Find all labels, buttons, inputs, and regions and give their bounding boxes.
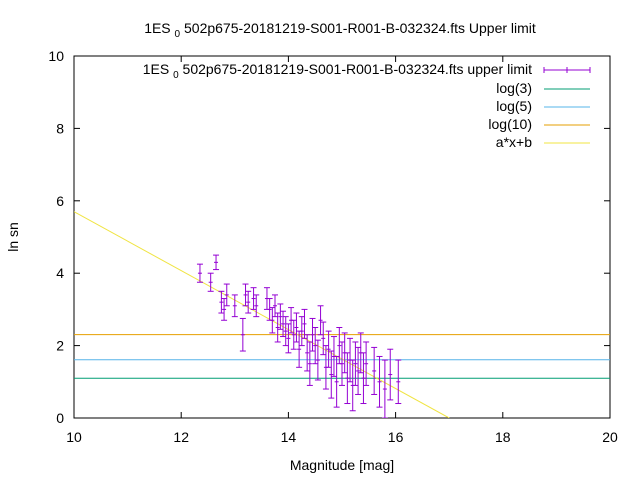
data-point xyxy=(277,303,284,330)
data-point xyxy=(371,346,378,395)
data-point xyxy=(355,346,362,395)
data-point xyxy=(395,359,402,405)
data-point xyxy=(218,290,225,314)
data-point xyxy=(360,352,367,405)
data-point xyxy=(253,294,260,318)
data-point xyxy=(231,294,238,318)
y-tick-label: 0 xyxy=(56,410,64,426)
data-point xyxy=(196,263,203,283)
data-point xyxy=(245,290,252,314)
legend-label: a*x+b xyxy=(496,134,532,150)
chart-title: 1ES 0 502p675-20181219-S001-R001-B-03232… xyxy=(144,20,536,40)
x-tick-label: 20 xyxy=(602,429,618,445)
data-point xyxy=(376,355,383,408)
data-point xyxy=(239,317,246,352)
data-point xyxy=(344,352,351,405)
legend-label: log(5) xyxy=(496,98,532,114)
data-point xyxy=(290,319,297,350)
y-tick-label: 2 xyxy=(56,338,64,354)
data-point xyxy=(221,298,228,321)
data-point xyxy=(387,348,394,401)
data-point xyxy=(293,312,300,343)
data-point xyxy=(314,339,321,381)
data-point xyxy=(317,305,324,336)
fit-line xyxy=(74,211,450,418)
y-tick-label: 8 xyxy=(56,120,64,136)
plot-area xyxy=(74,211,610,418)
data-point xyxy=(328,350,335,399)
data-point xyxy=(274,312,281,343)
data-point xyxy=(213,254,220,271)
data-point xyxy=(298,316,305,347)
data-point xyxy=(207,272,214,292)
data-point xyxy=(320,321,327,356)
legend-label: log(10) xyxy=(488,116,532,132)
data-point xyxy=(282,316,289,347)
data-point xyxy=(306,341,313,386)
data-point xyxy=(363,341,370,386)
y-axis-label: ln sn xyxy=(5,222,21,252)
data-point xyxy=(285,323,292,354)
data-point xyxy=(296,330,303,368)
data-point xyxy=(242,283,249,307)
plot-frame xyxy=(73,55,611,419)
data-point xyxy=(269,307,276,334)
x-axis-label: Magnitude [mag] xyxy=(290,457,394,473)
x-tick-label: 14 xyxy=(281,429,297,445)
y-tick-label: 4 xyxy=(56,265,64,281)
data-point xyxy=(352,341,359,386)
data-point xyxy=(223,283,230,307)
data-point xyxy=(280,310,287,338)
data-point xyxy=(266,298,273,321)
data-point xyxy=(304,334,311,372)
x-tick-label: 10 xyxy=(66,429,82,445)
data-point xyxy=(309,317,316,352)
data-point xyxy=(339,341,345,386)
data-point xyxy=(381,359,388,418)
y-tick-label: 6 xyxy=(56,193,64,209)
y-tick-label: 10 xyxy=(48,48,64,64)
data-point xyxy=(301,308,308,339)
x-tick-label: 16 xyxy=(388,429,404,445)
data-point xyxy=(325,330,332,368)
data-point xyxy=(333,355,340,408)
x-tick-label: 12 xyxy=(173,429,189,445)
legend-label: 1ES 0 502p675-20181219-S001-R001-B-03232… xyxy=(143,61,532,81)
x-tick-label: 18 xyxy=(495,429,511,445)
data-point xyxy=(250,287,257,310)
legend-label: log(3) xyxy=(496,80,532,96)
data-point xyxy=(312,327,319,365)
